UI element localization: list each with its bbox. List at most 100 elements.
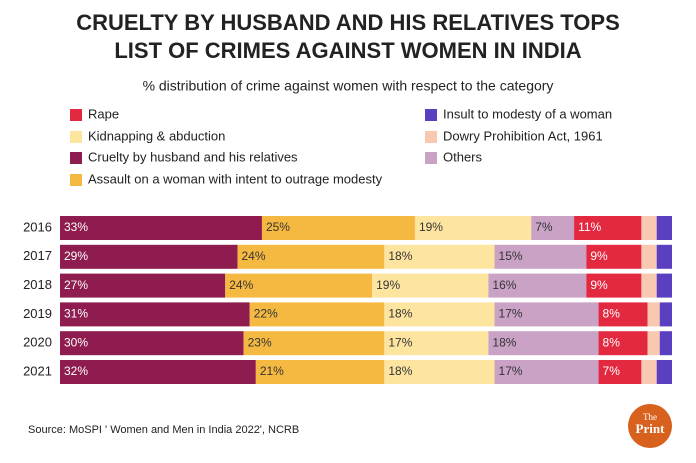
bar-segment [60, 302, 250, 327]
bar-segment [656, 244, 672, 269]
bar-segment [656, 273, 672, 298]
value-label: 30% [64, 335, 88, 349]
bar-segment [574, 216, 642, 240]
bar-segment [598, 302, 648, 327]
legend-label: Insult to modesty of a woman [443, 106, 612, 121]
bar-segment [659, 331, 672, 356]
bar-segment [586, 273, 642, 298]
value-label: 22% [254, 307, 278, 321]
value-label: 8% [603, 335, 621, 349]
value-label: 24% [229, 278, 253, 292]
bar-segment [641, 216, 657, 240]
bar-segment [598, 360, 642, 384]
bar-segment [488, 273, 587, 298]
y-tick-label: 2021 [23, 363, 52, 378]
logo-text: Print [636, 421, 666, 436]
bar-segment [384, 360, 495, 384]
bar-segment [531, 216, 575, 240]
legend-label: Kidnapping & abduction [88, 128, 225, 143]
bar-segment [647, 331, 660, 356]
bar-segment [598, 331, 648, 356]
bar-segment [384, 302, 495, 327]
bar-segment [586, 244, 642, 269]
bar-segment [60, 216, 262, 240]
y-tick-label: 2016 [23, 219, 52, 234]
value-label: 18% [388, 307, 412, 321]
bar-segment [243, 331, 385, 356]
bar-segment [261, 216, 415, 240]
legend-swatch [425, 152, 437, 164]
bar-segment [647, 302, 660, 327]
value-label: 17% [499, 307, 523, 321]
value-label: 18% [388, 364, 412, 378]
value-label: 18% [388, 249, 412, 263]
value-label: 23% [248, 335, 272, 349]
bar-segment [384, 331, 489, 356]
y-tick-label: 2017 [23, 248, 52, 263]
value-label: 29% [64, 249, 88, 263]
value-label: 19% [376, 278, 400, 292]
value-label: 32% [64, 364, 88, 378]
bar-segment [237, 244, 385, 269]
chart-title: LIST OF CRIMES AGAINST WOMEN IN INDIA [114, 38, 581, 63]
value-label: 31% [64, 307, 88, 321]
bar-segment [488, 331, 599, 356]
bar-segment [414, 216, 532, 240]
value-label: 15% [499, 249, 523, 263]
bar-segment [494, 302, 599, 327]
value-label: 11% [578, 220, 601, 234]
value-label: 16% [492, 278, 516, 292]
value-label: 9% [590, 278, 608, 292]
bar-segment [656, 216, 672, 240]
bar-segment [60, 360, 256, 384]
bar-segment [60, 273, 226, 298]
legend-label: Cruelty by husband and his relatives [88, 149, 298, 164]
bar-segment [255, 360, 385, 384]
value-label: 19% [419, 220, 443, 234]
value-label: 8% [603, 307, 621, 321]
value-label: 27% [64, 278, 88, 292]
value-label: 17% [388, 335, 412, 349]
legend-swatch [70, 152, 82, 164]
legend-swatch [70, 109, 82, 121]
bar-segment [225, 273, 373, 298]
legend-swatch [425, 109, 437, 121]
legend-label: Others [443, 149, 483, 164]
value-label: 21% [260, 364, 284, 378]
bar-segment [641, 273, 657, 298]
value-label: 7% [535, 220, 553, 234]
legend-swatch [70, 131, 82, 143]
bar-segment [60, 244, 238, 269]
value-label: 17% [499, 364, 523, 378]
logo [628, 404, 672, 448]
legend-label: Rape [88, 106, 119, 121]
bar-segment [659, 302, 672, 327]
value-label: 24% [241, 249, 265, 263]
y-tick-label: 2019 [23, 306, 52, 321]
legend-label: Assault on a woman with intent to outrag… [88, 171, 383, 186]
y-tick-label: 2020 [23, 335, 52, 350]
bar-segment [656, 360, 672, 384]
legend-label: Dowry Prohibition Act, 1961 [443, 128, 603, 143]
y-tick-label: 2018 [23, 277, 52, 292]
chart-subtitle: % distribution of crime against women wi… [143, 78, 554, 94]
source: Source: MoSPI ' Women and Men in India 2… [28, 424, 299, 436]
value-label: 9% [590, 249, 608, 263]
bar-segment [249, 302, 385, 327]
bar-segment [384, 244, 495, 269]
value-label: 7% [603, 364, 621, 378]
value-label: 25% [266, 220, 290, 234]
bar-segment [641, 360, 657, 384]
legend-swatch [70, 174, 82, 186]
value-label: 18% [492, 335, 516, 349]
bar-segment [60, 331, 244, 356]
logo-text: The [643, 412, 657, 422]
bar-segment [494, 360, 599, 384]
value-label: 33% [64, 220, 88, 234]
bar-segment [641, 244, 657, 269]
bar-segment [372, 273, 489, 298]
chart-title: CRUELTY BY HUSBAND AND HIS RELATIVES TOP… [76, 10, 620, 35]
bar-segment [494, 244, 587, 269]
legend-swatch [425, 131, 437, 143]
